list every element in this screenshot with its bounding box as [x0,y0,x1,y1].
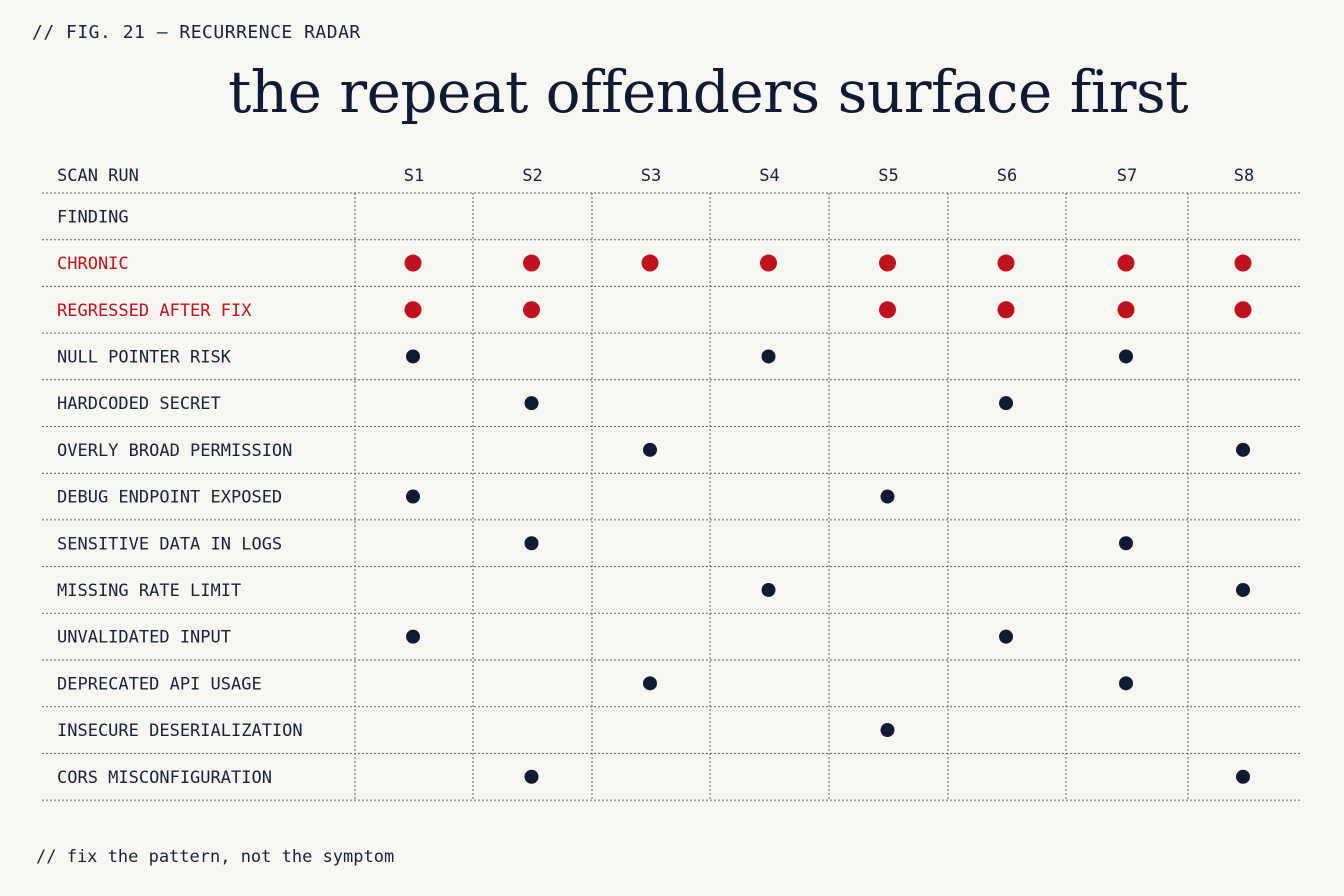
column-header-s8: S8 [1234,166,1254,186]
row-label-hardcoded-secret: HARDCODED SECRET [57,394,221,414]
hit-dot-s3 [643,676,657,691]
row-label-unvalidated-input: UNVALIDATED INPUT [57,628,231,648]
column-header-s5: S5 [878,166,898,186]
hit-dot-s2 [524,536,539,551]
hit-dot-s6 [999,396,1013,411]
hit-dot-s1 [404,301,422,319]
hit-dot-s6 [997,301,1015,319]
hit-dot-s7 [1119,676,1133,691]
column-header-s6: S6 [997,166,1017,186]
hit-dot-s3 [643,442,657,457]
hit-dot-s1 [406,489,420,504]
row-label-debug-endpoint-exposed: DEBUG ENDPOINT EXPOSED [57,488,282,508]
hit-dot-s7 [1117,254,1135,272]
footer-note: // fix the pattern, not the symptom [36,847,395,867]
row-label-cors-misconfiguration: CORS MISCONFIGURATION [57,768,272,788]
hit-dot-s5 [880,723,895,738]
hit-dot-s2 [523,254,540,272]
row-label-regressed-after-fix: REGRESSED AFTER FIX [57,301,252,321]
column-header-label: SCAN RUN [57,166,139,186]
hit-dot-s6 [997,254,1015,272]
chart-title: the repeat offenders surface first [227,58,1189,126]
hit-dot-s1 [406,349,420,364]
row-header-label: FINDING [57,207,129,227]
row-label-insecure-deserialization: INSECURE DESERIALIZATION [57,721,303,741]
column-header-s7: S7 [1117,166,1137,186]
column-header-s1: S1 [404,166,424,186]
hit-dot-s5 [879,254,896,272]
hit-dot-s5 [880,489,895,504]
hit-dot-s8 [1236,582,1250,597]
row-label-deprecated-api-usage: DEPRECATED API USAGE [57,674,262,694]
hit-dot-s8 [1234,254,1252,272]
hit-dot-s8 [1236,769,1250,784]
hit-dot-s3 [641,254,659,272]
row-label-null-pointer-risk: NULL POINTER RISK [57,347,232,367]
row-label-missing-rate-limit: MISSING RATE LIMIT [57,581,241,601]
row-label-chronic: CHRONIC [57,254,129,274]
row-label-sensitive-data-in-logs: SENSITIVE DATA IN LOGS [57,534,282,554]
hit-dot-s7 [1119,349,1133,364]
row-label-overly-broad-permission: OVERLY BROAD PERMISSION [57,441,292,461]
column-header-s4: S4 [759,166,779,186]
hit-dot-s7 [1119,536,1133,551]
figure-label: // FIG. 21 — RECURRENCE RADAR [32,22,361,43]
hit-dot-s6 [999,629,1013,644]
hit-dot-s2 [523,301,540,319]
hit-dot-s2 [524,396,539,411]
hit-dot-s8 [1236,442,1250,457]
hit-dot-s8 [1234,301,1252,319]
hit-dot-s1 [404,254,422,272]
hit-dot-s4 [761,349,776,364]
hit-dot-s4 [761,582,776,597]
hit-dot-s2 [524,769,539,784]
column-header-s2: S2 [522,166,542,186]
hit-dot-s1 [406,629,420,644]
hit-dot-s5 [879,301,896,319]
hit-dot-s7 [1117,301,1135,319]
column-header-s3: S3 [641,166,661,186]
hit-dot-s4 [760,254,777,272]
